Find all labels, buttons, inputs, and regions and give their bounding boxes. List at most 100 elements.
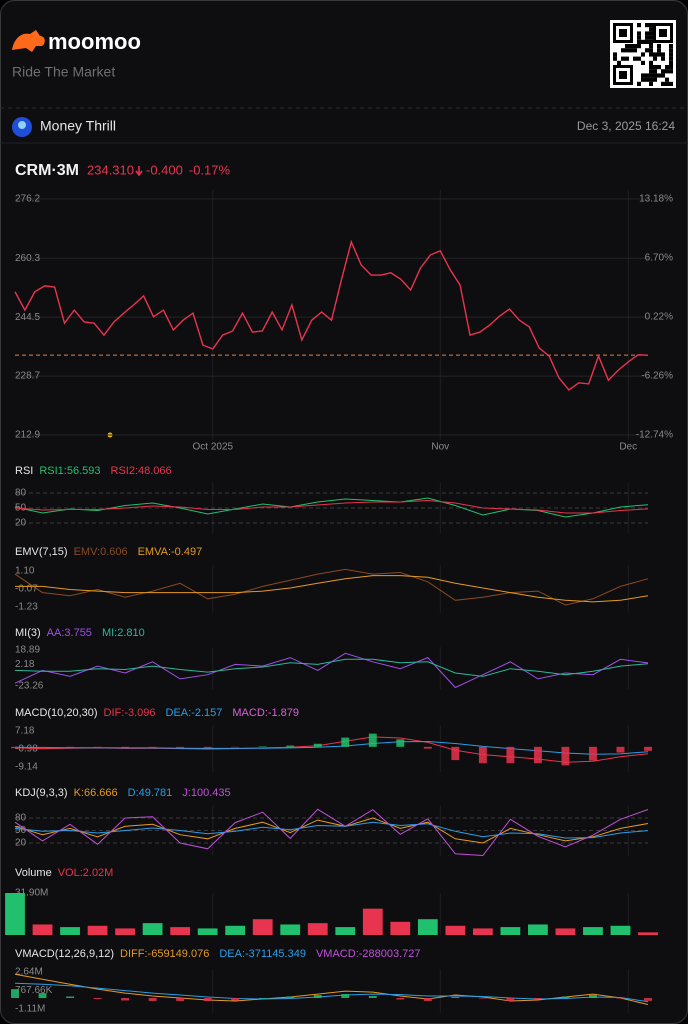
y-tick-label: 2.64M [15,967,43,978]
qr-cell [665,69,669,74]
x-tick-label: Nov [431,442,449,453]
qr-cell [653,65,657,70]
qr-cell [645,35,649,40]
qr-cell [641,52,645,57]
qr-cell [649,35,653,40]
bar [87,925,108,935]
qr-cell [653,77,657,82]
bar [390,921,411,935]
bar [396,998,405,1000]
series-line [14,973,649,1005]
qr-cell [637,35,641,40]
qr-cell [649,27,653,32]
bar [231,998,240,1001]
y2-tick-label: -6.26% [641,371,673,382]
bar [616,746,625,753]
bar [170,927,191,935]
y-tick-label: -9.14 [15,762,38,773]
qr-cell [669,48,673,53]
series-line [14,817,649,844]
change-pct: -0.17% [189,162,231,177]
qr-cell [633,56,637,61]
qr-finder [659,29,667,37]
qr-cell [657,44,661,49]
qr-finder [619,71,627,79]
legend-entry: DEA:-371145.349 [219,948,306,960]
bar [417,919,438,935]
bar [5,893,25,935]
y-tick-label: 80 [15,813,27,824]
qr-cell [653,69,657,74]
bar [142,923,163,935]
bar [11,989,19,999]
y-tick-label: 20 [15,518,27,529]
bar [451,746,460,761]
bar [203,998,212,1001]
legend-entry: K:66.666 [74,787,118,799]
bar [506,998,515,1001]
tagline: Ride The Market [12,64,115,80]
y-tick-label: 50 [15,825,27,836]
qr-cell [649,60,653,65]
bar [121,746,130,748]
qr-cell [649,44,653,49]
panel-title: VMACD(12,26,9,12) [15,948,114,960]
avatar-face [18,121,26,129]
legend-entry: EMV:0.606 [74,546,128,558]
y-tick-label: 80 [15,488,27,499]
qr-cell [669,81,673,86]
series-line [14,499,649,514]
qr-cell [649,39,653,44]
legend-entry: RSI1:56.593 [39,465,100,477]
series-line [14,808,649,857]
qr-cell [661,56,665,61]
qr-cell [633,48,637,53]
legend-entry: DIFF:-659149.076 [120,948,209,960]
qr-cell [669,60,673,65]
qr-cell [669,52,673,57]
qr-cell [669,65,673,70]
qr-cell [669,56,673,61]
qr-cell [649,31,653,36]
bar [66,996,74,999]
series-line [14,497,649,518]
qr-cell [669,44,673,49]
qr-cell [645,31,649,36]
panel-title: MI(3) [15,627,41,639]
legend-entry: DIF:-3.096 [104,707,156,719]
bar [252,919,273,935]
qr-cell [637,31,641,36]
bar [197,928,218,935]
legend-entry: J:100.435 [182,787,230,799]
qr-cell [629,48,633,53]
qr-cell [645,48,649,53]
qr-cell [633,44,637,49]
qr-cell [649,23,653,28]
bar [176,998,185,1001]
qr-cell [657,73,661,78]
qr-cell [661,81,665,86]
y-tick-label: 276.2 [15,194,40,205]
bar [66,746,74,748]
series-line [14,821,649,839]
author: Money Thrill [40,118,116,134]
symbol-title: CRM·3M [15,162,79,179]
price: 234.310 [87,162,134,177]
y-tick-label: 1.10 [15,566,35,577]
qr-cell [637,81,641,86]
qr-cell [653,73,657,78]
y-tick-label: 31.90M [15,888,48,899]
y-tick-label: 228.7 [15,371,40,382]
bar [341,737,350,747]
panel-title: EMV(7,15) [15,546,68,558]
qr-cell [645,77,649,82]
y-tick-label: 18.89 [15,645,40,656]
qr-cell [621,48,625,53]
bar [341,994,350,999]
panel-title: RSI [15,465,33,477]
series-line [14,568,649,606]
bar [500,927,521,935]
bar [561,746,570,766]
bar [60,927,80,935]
qr-cell [641,77,645,82]
